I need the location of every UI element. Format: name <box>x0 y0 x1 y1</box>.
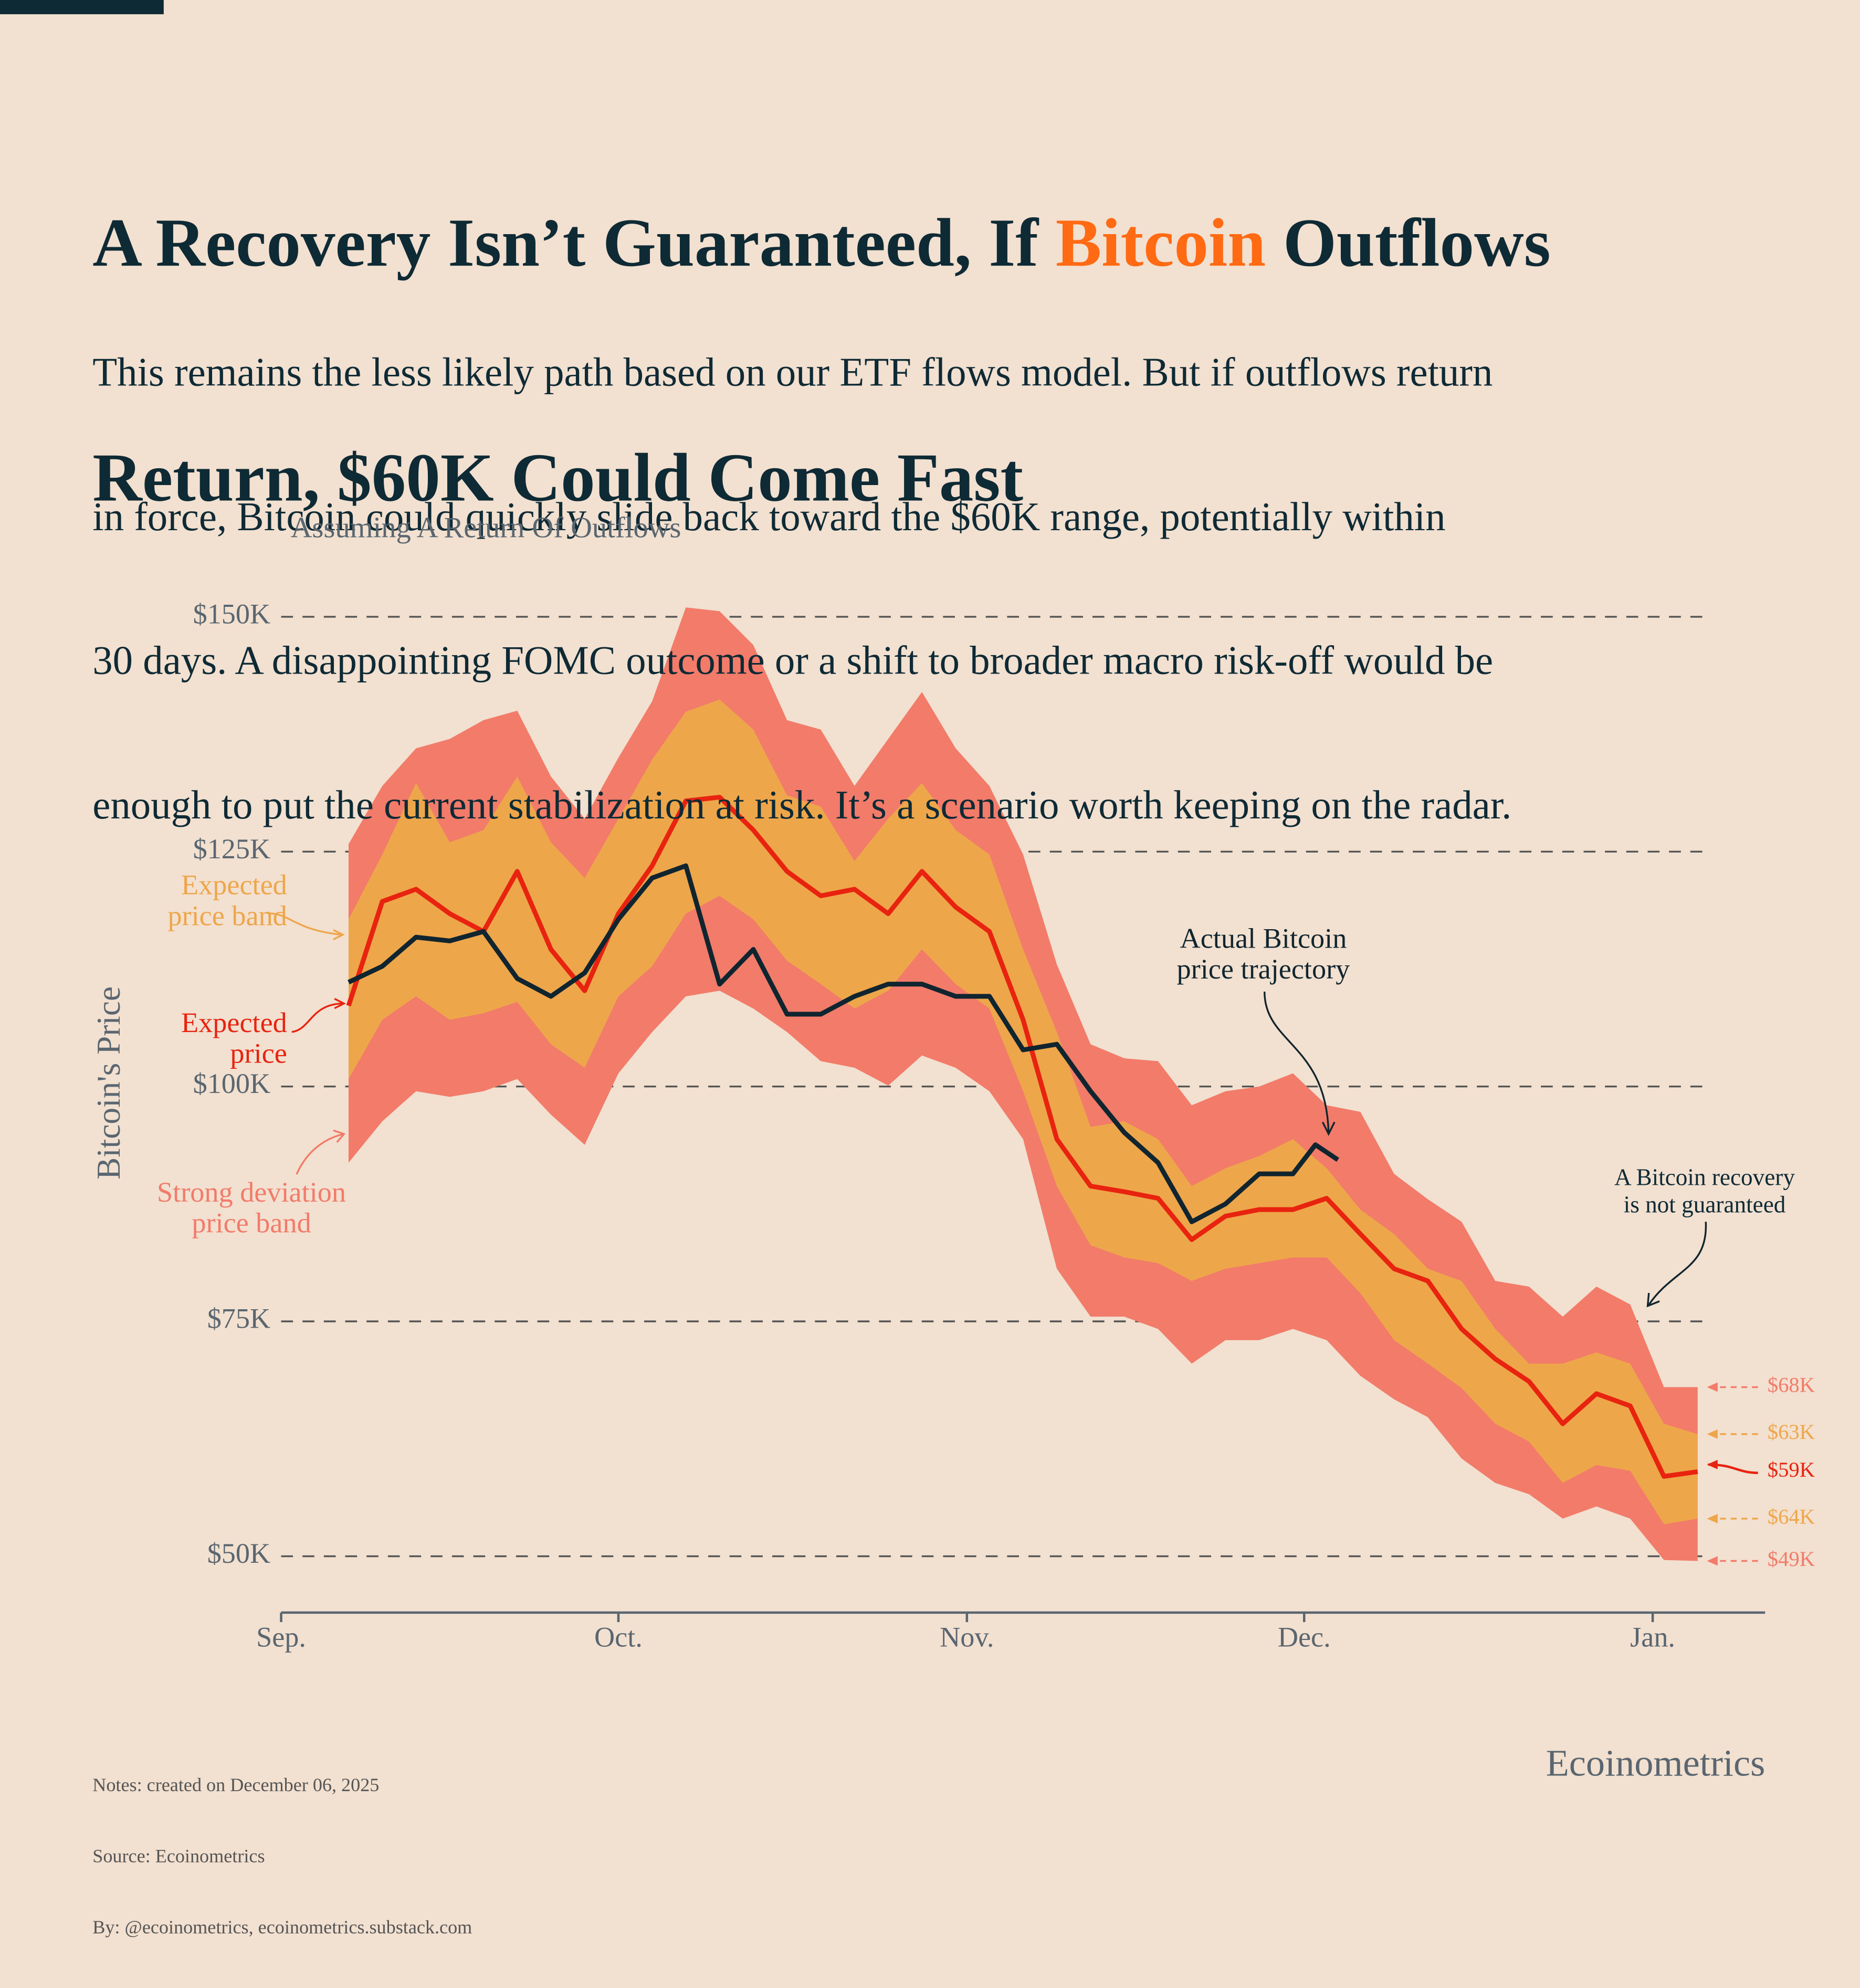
end-arrow-head <box>1707 1429 1718 1439</box>
arrow-head <box>1646 1292 1660 1308</box>
end-label: $49K <box>1768 1547 1815 1571</box>
annotation: A Bitcoin recovery is not guaranteed <box>1614 1164 1795 1218</box>
end-label: $59K <box>1768 1458 1815 1481</box>
annotation-arrows <box>268 912 1707 1308</box>
end-label: $63K <box>1768 1420 1815 1444</box>
arrow-head <box>333 1129 346 1143</box>
subtitle-line: in force, Bitcoin could quickly slide ba… <box>92 495 1446 539</box>
plot: $50K $75K $100K $125K $150K Sep. Oct. Nov. Dec. J… <box>193 598 1815 1653</box>
end-arrow-head <box>1707 1556 1718 1566</box>
title-highlight: Bitcoin <box>1055 204 1266 281</box>
series-label: Expected price band <box>167 870 287 933</box>
title-part: A Recovery Isn’t Guaranteed, If <box>92 204 1056 281</box>
note: Source: Ecoinometrics <box>92 1847 265 1867</box>
arrow <box>1264 991 1330 1133</box>
series-label: Expected price <box>181 1008 287 1070</box>
title-line: A Recovery Isn’t Guaranteed, If Bitcoin … <box>92 204 1550 282</box>
end-arrow-head <box>1707 1382 1718 1392</box>
series-label: Actual Bitcoin price trajectory <box>1176 924 1350 986</box>
arrow <box>268 912 342 936</box>
series-label: Strong deviation price band <box>157 1177 346 1240</box>
page: $50K $75K $100K $125K $150K Sep. Oct. Nov. Dec. J… <box>0 0 1815 1939</box>
arrow <box>291 1002 344 1033</box>
accent-bar <box>0 0 164 15</box>
arrow-head <box>1321 1121 1336 1136</box>
arrow <box>1648 1222 1707 1306</box>
end-arrow-head <box>1707 1459 1718 1469</box>
y-tick-label: $75K <box>207 1303 270 1334</box>
price-band <box>349 699 1698 1524</box>
x-tick-label: Oct. <box>594 1621 643 1653</box>
canvas: $50K $75K $100K $125K $150K Sep. Oct. Nov. Dec. J… <box>0 0 1815 1938</box>
x-tick-label: Dec. <box>1278 1621 1331 1653</box>
end-label: $64K <box>1768 1505 1815 1528</box>
subtitle-line: enough to put the current stabilization … <box>92 783 1512 828</box>
price-line <box>348 863 1339 1224</box>
arrow <box>296 1133 344 1175</box>
y-tick-label: $125K <box>193 833 271 865</box>
end-label: $68K <box>1768 1373 1815 1397</box>
note: Notes: created on December 06, 2025 <box>92 1775 380 1796</box>
y-tick-label: $100K <box>193 1068 271 1099</box>
title-line: Return, $60K Could Come Fast <box>92 439 1024 516</box>
y-axis-label: Bitcoin's Price <box>90 986 127 1180</box>
x-tick-label: Jan. <box>1630 1621 1675 1653</box>
subtitle: This remains the less likely path based … <box>92 254 1511 927</box>
arrow-head <box>333 929 345 941</box>
y-tick-label: $150K <box>193 598 271 629</box>
x-tick-label: Sep. <box>256 1621 306 1653</box>
title-part: Outflows <box>1266 204 1551 281</box>
price-line <box>346 795 1698 1479</box>
subtitle-line: This remains the less likely path based … <box>92 351 1493 395</box>
end-arrow-head <box>1707 1513 1718 1523</box>
title: A Recovery Isn’t Guaranteed, If Bitcoin … <box>92 47 1550 674</box>
chart-title: Assuming A Return Of Outflows <box>290 512 681 545</box>
x-tick-label: Nov. <box>940 1621 994 1653</box>
notes: Notes: created on December 06, 2025 Sour… <box>92 1727 472 1988</box>
arrow-head <box>334 998 346 1009</box>
brand: Ecoinometrics <box>1546 1741 1766 1784</box>
chart: $50K $75K $100K $125K $150K Sep. Oct. Nov. Dec. J… <box>0 0 1815 1653</box>
y-tick-label: $50K <box>207 1538 270 1569</box>
note: By: @ecoinometrics, ecoinometrics.substa… <box>92 1918 472 1939</box>
subtitle-line: 30 days. A disappointing FOMC outcome or… <box>92 639 1494 683</box>
